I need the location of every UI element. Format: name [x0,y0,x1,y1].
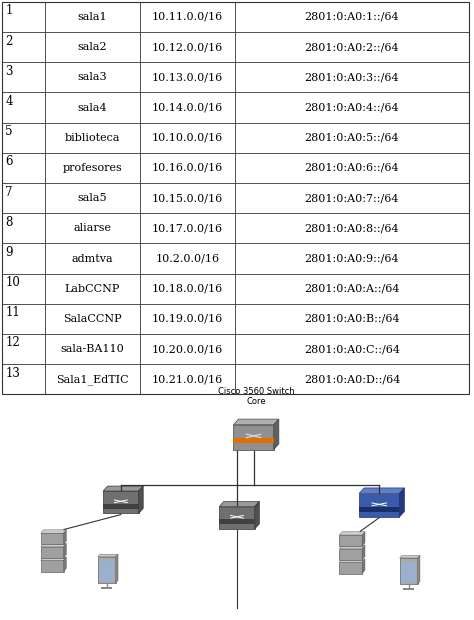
Bar [99,561,114,581]
Bar [359,507,399,512]
Text: 2: 2 [5,35,13,48]
Polygon shape [255,502,259,529]
Bar [41,560,64,572]
Bar [41,547,64,558]
Polygon shape [399,488,404,517]
Polygon shape [233,419,279,425]
Text: 8: 8 [5,216,13,229]
Polygon shape [98,554,118,557]
Text: 2801:0:A0:8::/64: 2801:0:A0:8::/64 [305,223,399,233]
Text: sala4: sala4 [78,102,107,113]
Text: 10.18.0.0/16: 10.18.0.0/16 [152,284,223,294]
Text: 7: 7 [5,185,13,198]
Text: aliarse: aliarse [73,223,111,233]
Text: 10.2.0.0/16: 10.2.0.0/16 [155,254,219,264]
Bar [98,557,116,583]
Text: 3: 3 [5,64,13,78]
Bar [339,562,362,574]
Text: admtva: admtva [72,254,113,264]
Polygon shape [400,556,420,558]
Bar [101,587,112,589]
Text: 2801:0:A0:D::/64: 2801:0:A0:D::/64 [304,374,400,384]
Polygon shape [219,502,259,507]
Text: 4: 4 [5,95,13,108]
Bar [233,438,274,443]
Bar [339,535,362,546]
Text: sala1: sala1 [78,12,107,22]
Bar [2,2,469,394]
Text: 10.17.0.0/16: 10.17.0.0/16 [152,223,223,233]
Polygon shape [64,544,66,558]
Text: 2801:0:A0:B::/64: 2801:0:A0:B::/64 [304,314,400,324]
Text: 10.11.0.0/16: 10.11.0.0/16 [152,12,223,22]
Text: 10: 10 [5,276,20,289]
Text: 10.10.0.0/16: 10.10.0.0/16 [152,133,223,143]
Text: 10.20.0.0/16: 10.20.0.0/16 [152,344,223,354]
Polygon shape [64,557,66,572]
Polygon shape [41,544,66,547]
Bar [400,558,418,584]
Text: 2801:0:A0:9::/64: 2801:0:A0:9::/64 [305,254,399,264]
Polygon shape [418,556,420,584]
Bar [401,562,416,582]
Text: 2801:0:A0:A::/64: 2801:0:A0:A::/64 [304,284,400,294]
FancyBboxPatch shape [359,494,399,517]
Text: 2801:0:A0:2::/64: 2801:0:A0:2::/64 [305,42,399,52]
Text: 10.21.0.0/16: 10.21.0.0/16 [152,374,223,384]
Polygon shape [274,419,279,449]
FancyBboxPatch shape [103,491,138,513]
Text: sala5: sala5 [78,193,107,203]
Polygon shape [362,546,365,560]
Text: 2801:0:A0:3::/64: 2801:0:A0:3::/64 [305,73,399,82]
Text: 13: 13 [5,366,20,379]
Text: LabCCNP: LabCCNP [65,284,120,294]
Polygon shape [362,559,365,574]
Text: 2801:0:A0:7::/64: 2801:0:A0:7::/64 [305,193,399,203]
Bar [339,549,362,560]
Polygon shape [41,557,66,560]
Text: biblioteca: biblioteca [64,133,120,143]
Text: 2801:0:A0:C::/64: 2801:0:A0:C::/64 [304,344,400,354]
Text: 12: 12 [5,337,20,350]
Text: 10.16.0.0/16: 10.16.0.0/16 [152,163,223,173]
Text: profesores: profesores [63,163,122,173]
Polygon shape [64,530,66,544]
Text: 5: 5 [5,125,13,138]
Bar [41,533,64,544]
Bar [403,588,414,590]
Polygon shape [359,488,404,494]
Text: 2801:0:A0:5::/64: 2801:0:A0:5::/64 [305,133,399,143]
Text: sala-BA110: sala-BA110 [61,344,124,354]
Text: 1: 1 [5,4,13,17]
Text: 10.13.0.0/16: 10.13.0.0/16 [152,73,223,82]
Polygon shape [339,559,365,562]
Text: 11: 11 [5,306,20,319]
Text: 10.14.0.0/16: 10.14.0.0/16 [152,102,223,113]
Polygon shape [103,486,143,491]
Text: 9: 9 [5,246,13,259]
Text: sala3: sala3 [78,73,107,82]
Polygon shape [138,486,143,513]
Text: Cisco 3560 Switch
Core: Cisco 3560 Switch Core [218,387,294,406]
Polygon shape [339,532,365,535]
Polygon shape [41,530,66,533]
Polygon shape [116,554,118,583]
Text: 10.19.0.0/16: 10.19.0.0/16 [152,314,223,324]
Text: 2801:0:A0:6::/64: 2801:0:A0:6::/64 [305,163,399,173]
Polygon shape [339,546,365,549]
Text: Sala1_EdTIC: Sala1_EdTIC [56,374,129,384]
Text: sala2: sala2 [78,42,107,52]
FancyBboxPatch shape [233,425,274,450]
Text: 2801:0:A0:1::/64: 2801:0:A0:1::/64 [305,12,399,22]
Text: 10.15.0.0/16: 10.15.0.0/16 [152,193,223,203]
Bar [219,520,255,525]
Text: 10.12.0.0/16: 10.12.0.0/16 [152,42,223,52]
Bar [103,504,138,509]
Polygon shape [362,532,365,546]
Text: 2801:0:A0:4::/64: 2801:0:A0:4::/64 [305,102,399,113]
Text: 6: 6 [5,155,13,168]
Text: SalaCCNP: SalaCCNP [63,314,122,324]
FancyBboxPatch shape [219,507,255,529]
